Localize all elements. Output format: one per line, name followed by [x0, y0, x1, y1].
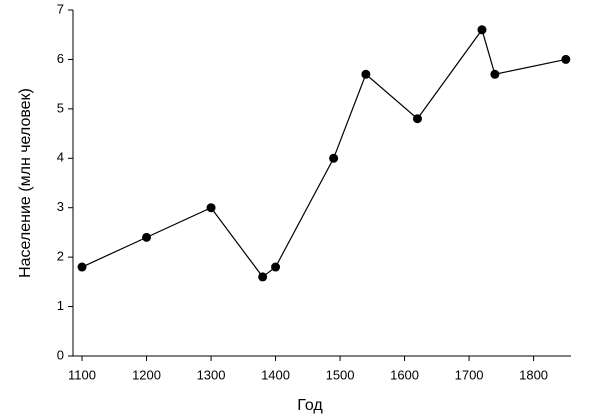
x-tick-label: 1300	[197, 367, 226, 382]
y-tick-label: 1	[57, 298, 64, 313]
marker	[258, 272, 268, 282]
line	[81, 28, 566, 278]
marker	[412, 114, 422, 124]
y-tick-label: 3	[57, 199, 64, 214]
marker	[142, 232, 152, 242]
y-tick-label: 5	[57, 100, 64, 115]
y-tick-label: 0	[57, 347, 64, 362]
x-axis-title: Год	[297, 397, 323, 414]
x-tick-label: 1400	[261, 367, 290, 382]
marker	[490, 69, 500, 79]
x-tick-label: 1100	[68, 367, 96, 382]
x-tick-label: 1600	[390, 367, 419, 382]
y-tick-label: 4	[57, 150, 64, 165]
marker	[561, 54, 571, 64]
marker	[206, 203, 216, 213]
marker	[361, 69, 371, 79]
y-tick-label: 7	[57, 1, 64, 16]
marker	[77, 262, 87, 272]
x-tick-label: 1200	[132, 367, 161, 382]
marker	[271, 262, 281, 272]
y-tick-label: 2	[57, 249, 64, 264]
marker	[477, 25, 487, 35]
y-tick-label: 6	[57, 51, 64, 66]
x-tick-label: 1800	[519, 367, 548, 382]
x-tick-label: 1700	[455, 367, 484, 382]
marker	[329, 153, 339, 163]
y-axis-title: Население (млн человек)	[17, 88, 34, 278]
x-tick-label: 1500	[326, 367, 355, 382]
